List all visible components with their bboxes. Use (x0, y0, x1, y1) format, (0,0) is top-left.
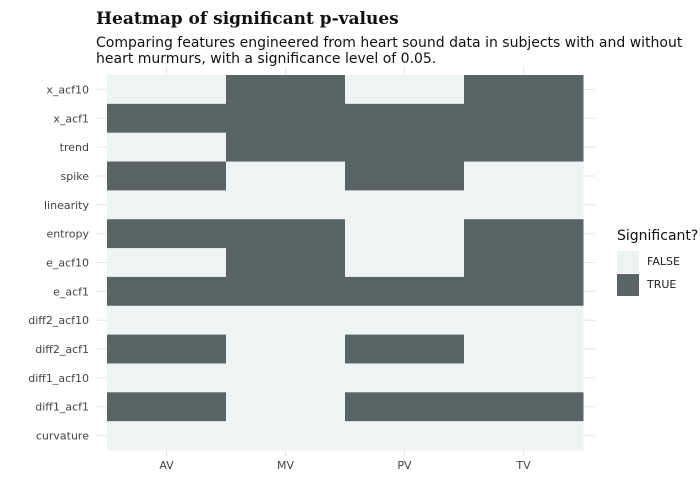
y-tick-label: linearity (44, 199, 89, 212)
heatmap-cell-x_acf1-AV (107, 103, 227, 134)
x-tick-label: MV (277, 459, 294, 472)
heatmap-cell-curvature-MV (226, 421, 346, 451)
heatmap-cell-e_acf10-PV (345, 248, 465, 278)
heatmap-cell-diff1_acf1-MV (226, 392, 346, 422)
y-tick-label: trend (60, 141, 89, 154)
legend-key-false (617, 250, 639, 273)
x-tick-label: TV (515, 459, 531, 472)
y-tick-label: diff2_acf10 (28, 314, 89, 327)
heatmap-cell-linearity-MV (226, 190, 346, 220)
heatmap-cell-x_acf1-PV (345, 103, 465, 134)
heatmap-cell-e_acf10-TV (464, 248, 584, 278)
y-tick-label: curvature (36, 430, 89, 443)
legend-label-false: FALSE (647, 255, 680, 268)
heatmap-cell-diff2_acf1-AV (107, 334, 227, 364)
legend-key-true (617, 273, 639, 296)
heatmap-cell-diff2_acf10-AV (107, 305, 227, 336)
heatmap-cell-trend-PV (345, 132, 465, 163)
heatmap-cell-x_acf10-AV (107, 75, 227, 105)
heatmap-cell-spike-PV (345, 161, 465, 191)
heatmap-cell-entropy-MV (226, 219, 346, 249)
heatmap-cell-linearity-AV (107, 190, 227, 220)
heatmap-cell-e_acf1-AV (107, 276, 227, 307)
heatmap-cell-linearity-TV (464, 190, 584, 220)
heatmap-cell-trend-MV (226, 132, 346, 163)
x-tick-label: AV (159, 459, 174, 472)
legend: Significant? FALSE TRUE (617, 228, 698, 296)
heatmap-cell-x_acf10-PV (345, 75, 465, 105)
legend-label-true: TRUE (647, 278, 677, 291)
heatmap-cell-diff2_acf1-MV (226, 334, 346, 364)
heatmap-cell-curvature-AV (107, 421, 227, 451)
y-tick-label: x_acf1 (53, 112, 89, 125)
heatmap-cell-spike-AV (107, 161, 227, 191)
heatmap-cell-diff1_acf10-TV (464, 363, 584, 393)
y-tick-label: diff1_acf10 (28, 372, 89, 385)
y-tick-label: e_acf10 (46, 257, 89, 270)
heatmap-cell-diff2_acf1-TV (464, 334, 584, 364)
heatmap-cell-spike-MV (226, 161, 346, 191)
heatmap-cell-diff1_acf1-TV (464, 392, 584, 422)
y-tick-label: diff1_acf1 (35, 401, 89, 414)
heatmap-cell-trend-AV (107, 132, 227, 163)
heatmap-cell-diff2_acf10-TV (464, 305, 584, 336)
y-tick-label: spike (60, 170, 89, 183)
heatmap-cell-e_acf1-MV (226, 276, 346, 307)
heatmap-cell-linearity-PV (345, 190, 465, 220)
heatmap-cell-entropy-TV (464, 219, 584, 249)
heatmap-cell-x_acf1-TV (464, 103, 584, 134)
heatmap-cell-x_acf10-MV (226, 75, 346, 105)
heatmap-cell-e_acf10-MV (226, 248, 346, 278)
chart-title: Heatmap of significant p-values (96, 9, 399, 29)
heatmap-cell-e_acf1-TV (464, 276, 584, 307)
heatmap-cell-diff1_acf10-AV (107, 363, 227, 393)
legend-title: Significant? (617, 228, 699, 244)
heatmap-cell-e_acf1-PV (345, 276, 465, 307)
heatmap-cell-diff1_acf1-PV (345, 392, 465, 422)
legend-item-false: FALSE (617, 250, 698, 273)
chart-subtitle: Comparing features engineered from heart… (96, 35, 683, 67)
x-tick-label: PV (397, 459, 412, 472)
y-tick-label: e_acf1 (53, 285, 89, 298)
heatmap-cell-entropy-AV (107, 219, 227, 249)
heatmap-cell-entropy-PV (345, 219, 465, 249)
heatmap-cell-x_acf10-TV (464, 75, 584, 105)
heatmap-cell-x_acf1-MV (226, 103, 346, 134)
heatmap-cell-curvature-PV (345, 421, 465, 451)
heatmap-cell-diff1_acf1-AV (107, 392, 227, 422)
heatmap-cell-e_acf10-AV (107, 248, 227, 278)
heatmap-cell-diff2_acf10-PV (345, 305, 465, 336)
heatmap-cell-diff2_acf10-MV (226, 305, 346, 336)
y-tick-label: x_acf10 (46, 83, 89, 96)
heatmap-cell-diff1_acf10-PV (345, 363, 465, 393)
legend-item-true: TRUE (617, 273, 698, 296)
heatmap-cell-curvature-TV (464, 421, 584, 451)
heatmap-cell-diff1_acf10-MV (226, 363, 346, 393)
heatmap-cell-spike-TV (464, 161, 584, 191)
heatmap-cell-trend-TV (464, 132, 584, 163)
y-tick-label: diff2_acf1 (35, 343, 89, 356)
heatmap-cell-diff2_acf1-PV (345, 334, 465, 364)
y-tick-label: entropy (46, 228, 89, 241)
